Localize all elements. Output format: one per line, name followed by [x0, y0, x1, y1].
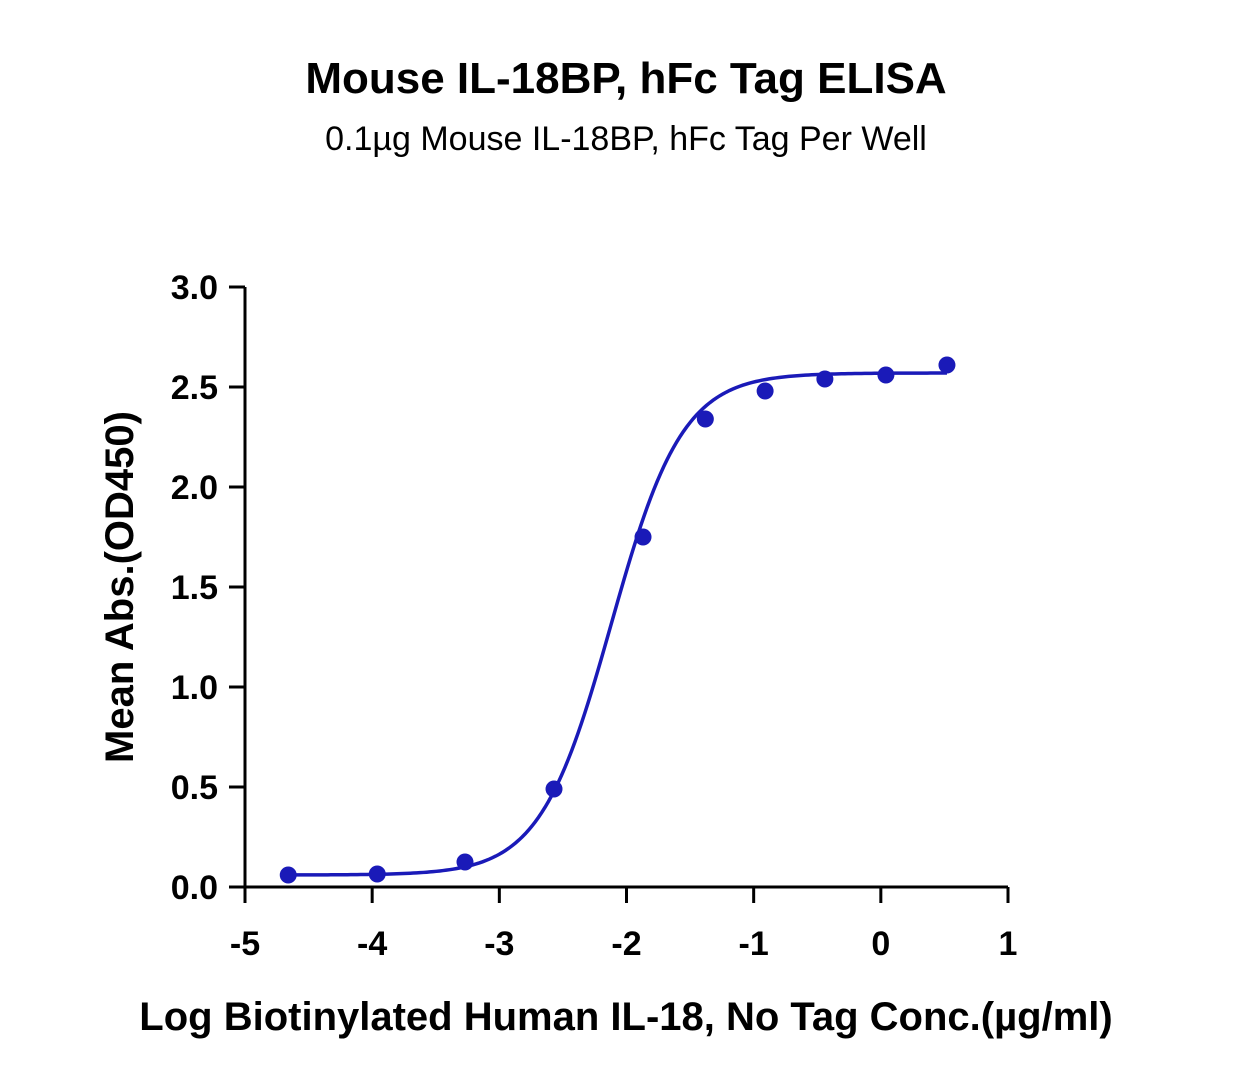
- y-tick-label: 1.0: [171, 669, 218, 707]
- data-point: [634, 528, 652, 546]
- data-point: [545, 780, 563, 798]
- data-point: [279, 866, 297, 884]
- data-point: [938, 356, 956, 374]
- x-tick-label: -5: [230, 925, 260, 963]
- y-tick-label: 1.5: [171, 569, 218, 607]
- data-points: [279, 356, 956, 884]
- chart-subtitle: 0.1µg Mouse IL-18BP, hFc Tag Per Well: [325, 120, 927, 158]
- x-tick-label: -3: [484, 925, 514, 963]
- x-tick-label: 1: [999, 925, 1018, 963]
- fit-curve-group: [288, 371, 947, 877]
- x-axis-ticks: -5 -4 -3 -2 -1 0 1: [230, 887, 1018, 963]
- data-point: [877, 366, 895, 384]
- x-tick-label: -2: [611, 925, 641, 963]
- x-axis-label: Log Biotinylated Human IL-18, No Tag Con…: [139, 995, 1112, 1039]
- y-tick-label: 2.0: [171, 469, 218, 507]
- data-point: [368, 865, 386, 883]
- chart-title: Mouse IL-18BP, hFc Tag ELISA: [305, 54, 946, 103]
- y-tick-label: 0.5: [171, 769, 218, 807]
- y-axis-label: Mean Abs.(OD450): [98, 411, 142, 763]
- fit-curve-line: [288, 371, 947, 877]
- y-tick-label: 2.5: [171, 369, 218, 407]
- x-tick-label: -4: [357, 925, 387, 963]
- x-tick-label: 0: [871, 925, 890, 963]
- data-point: [696, 410, 714, 428]
- y-axis-ticks: 0.0 0.5 1.0 1.5 2.0 2.5 3.0: [171, 269, 245, 907]
- data-point: [456, 853, 474, 871]
- y-tick-label: 0.0: [171, 869, 218, 907]
- data-point: [756, 382, 774, 400]
- data-point: [816, 370, 834, 388]
- x-tick-label: -1: [739, 925, 769, 963]
- y-tick-label: 3.0: [171, 269, 218, 307]
